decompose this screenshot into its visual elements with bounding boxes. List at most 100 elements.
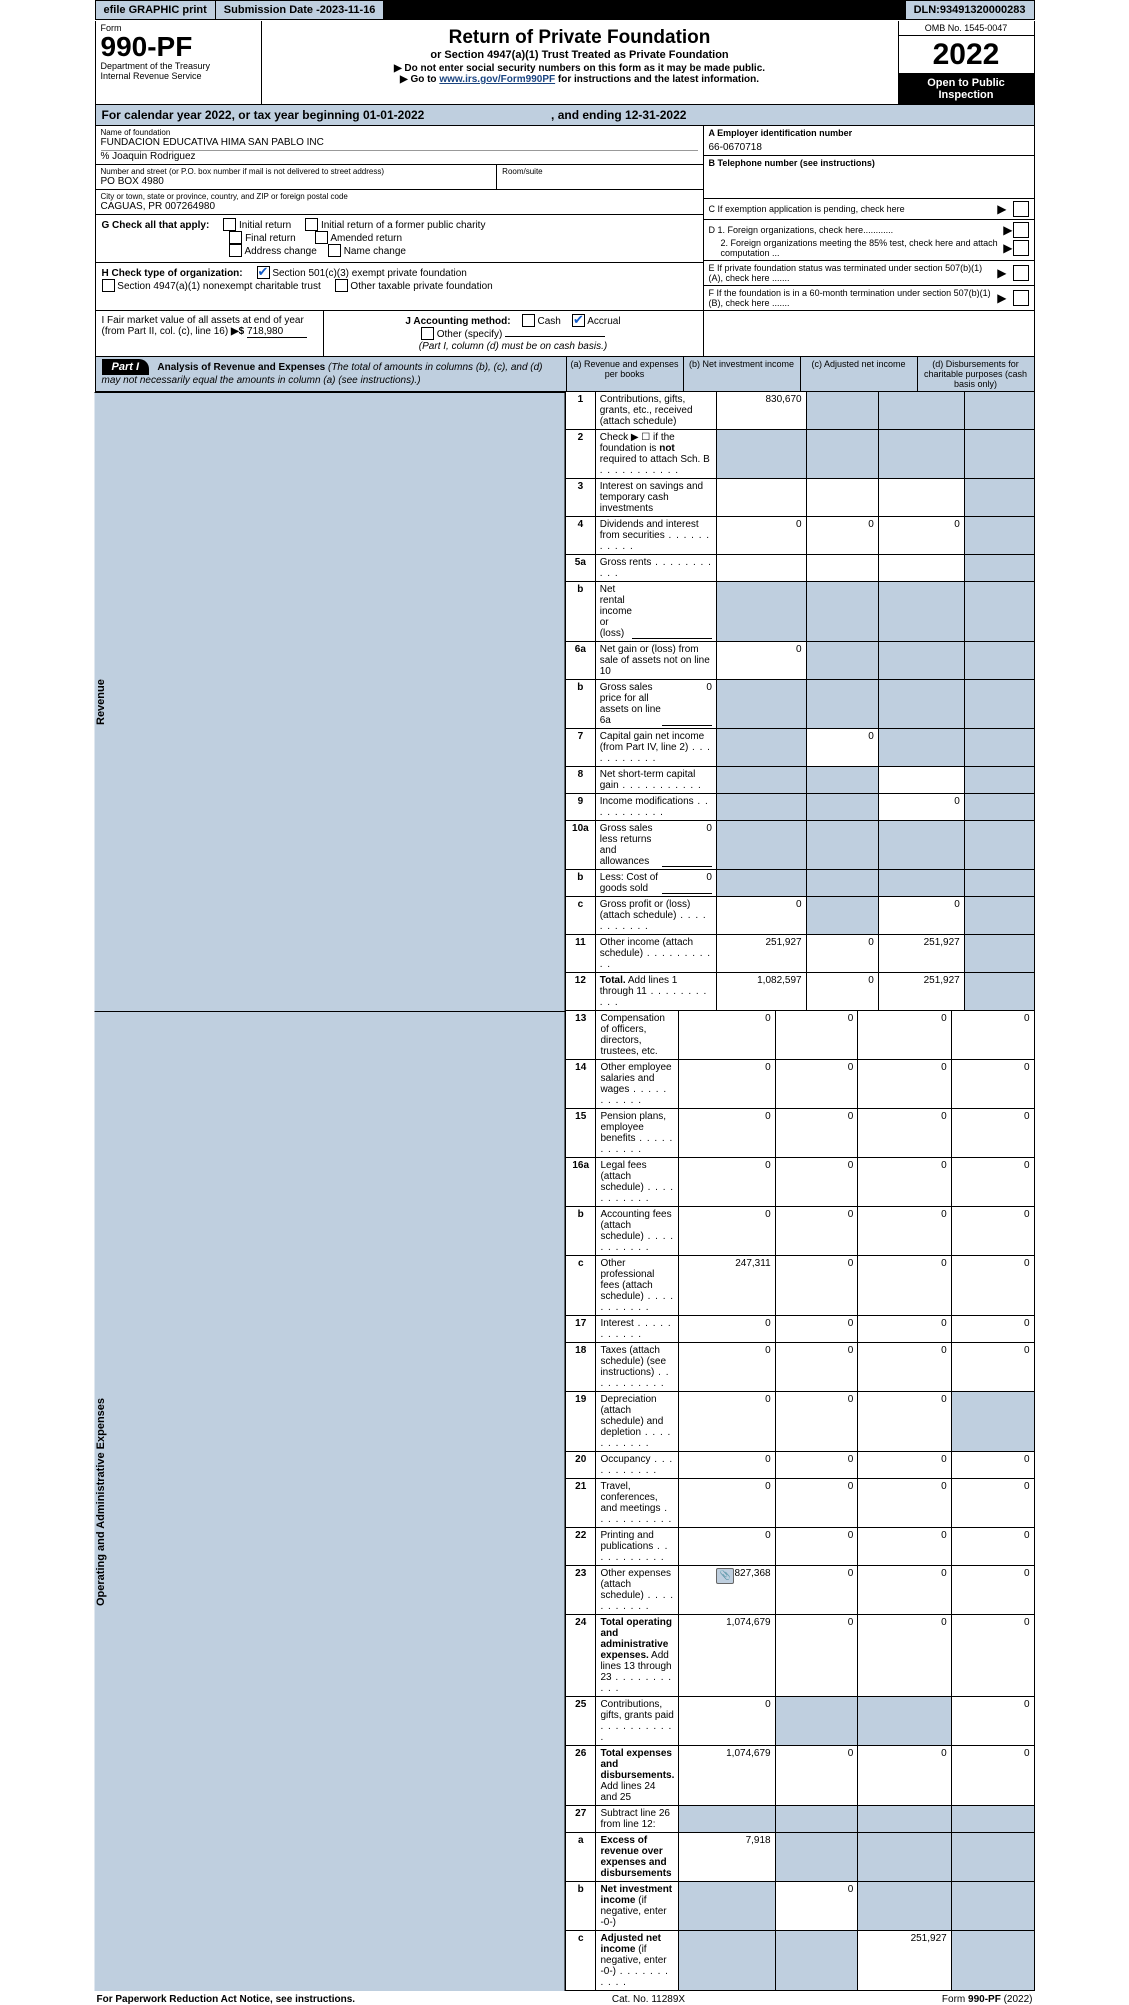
cell-b: 0 [775,1343,858,1392]
cb-final-return[interactable] [229,231,242,244]
cell-a: 0 [679,1479,775,1528]
cell-c [858,1833,951,1882]
cell-b: 0 [775,1528,858,1566]
cb-accrual[interactable] [572,314,585,327]
cb-501c3[interactable] [257,266,270,279]
form-header: Form 990-PF Department of the Treasury I… [95,21,1035,105]
row-label: Adjusted net income (if negative, enter … [596,1931,679,1991]
cell-b: 0 [775,1452,858,1479]
row-label: Other employee salaries and wages [596,1060,679,1109]
i-value: 718,980 [247,326,307,338]
row-label: Net investment income (if negative, ente… [596,1882,679,1931]
cell-c: 0 [858,1615,951,1697]
irs-label: Internal Revenue Service [101,71,256,81]
table-row: 24Total operating and administrative exp… [566,1615,1035,1697]
expenses-side-label: Operating and Administrative Expenses [95,1011,566,1991]
table-row: 26Total expenses and disbursements. Add … [566,1746,1035,1806]
row-label: Gross sales price for all assets on line… [595,680,716,729]
table-row: 27Subtract line 26 from line 12: [566,1806,1035,1833]
row-label: Net short-term capital gain [595,767,716,794]
cell-a [716,821,806,870]
cell-b: 0 [775,1109,858,1158]
cb-address-change[interactable] [229,244,242,257]
form-title: Return of Private Foundation [270,27,890,49]
arrow-icon-d2: ▶ [1003,241,1012,255]
table-row: 14Other employee salaries and wages0000 [566,1060,1035,1109]
city-label: City or town, state or province, country… [101,192,698,201]
arrow-icon-d1: ▶ [1003,223,1012,237]
ein-cell: A Employer identification number 66-0670… [704,126,1034,156]
form-link[interactable]: www.irs.gov/Form990PF [439,74,555,85]
row-label: Gross rents [595,555,716,582]
cell-c [878,729,964,767]
e-checkbox[interactable] [1013,265,1029,281]
cell-a: 0 [679,1528,775,1566]
cell-d [964,794,1034,821]
cell-d [964,729,1034,767]
i-arrow: ▶$ [231,326,244,337]
g-opt-4: Address change [245,246,317,257]
f-checkbox[interactable] [1013,290,1029,306]
cell-d [951,1392,1034,1452]
cell-b: 0 [775,1392,858,1452]
row-num: 16a [566,1158,596,1207]
f-cell: F If the foundation is in a 60-month ter… [704,286,1034,310]
table-row: bGross sales price for all assets on lin… [566,680,1035,729]
row-num: b [566,582,596,642]
row-num: 27 [566,1806,596,1833]
cb-name-change[interactable] [328,244,341,257]
goto-prefix: ▶ Go to [400,74,439,85]
row-num: 21 [566,1479,596,1528]
cell-d [964,870,1034,897]
table-row: 25Contributions, gifts, grants paid00 [566,1697,1035,1746]
cb-initial-former[interactable] [305,218,318,231]
cell-a: 830,670 [716,392,806,430]
footer-left: For Paperwork Reduction Act Notice, see … [97,1994,356,2005]
table-row: 8Net short-term capital gain [566,767,1035,794]
dln-box: DLN: 93491320000283 [906,1,1034,19]
row-num: 17 [566,1316,596,1343]
table-row: bAccounting fees (attach schedule)0000 [566,1207,1035,1256]
revenue-section: Revenue 1Contributions, gifts, grants, e… [95,392,1035,1011]
cell-d: 0 [951,1615,1034,1697]
h-opt-2: Section 4947(a)(1) nonexempt charitable … [117,281,320,292]
row-num: 13 [566,1011,596,1060]
cell-d [964,642,1034,680]
row-label: Travel, conferences, and meetings [596,1479,679,1528]
cell-b: 0 [775,1011,858,1060]
foundation-name-cell: Name of foundation FUNDACION EDUCATIVA H… [96,126,703,165]
j-label: J Accounting method: [405,316,510,327]
cell-c: 0 [878,897,964,935]
city-cell: City or town, state or province, country… [96,190,703,215]
cb-initial-return[interactable] [223,218,236,231]
c-checkbox[interactable] [1013,201,1029,217]
cell-b [806,870,878,897]
cell-b [775,1697,858,1746]
cb-amended-return[interactable] [315,231,328,244]
footer-mid: Cat. No. 11289X [612,1994,685,2005]
cell-c: 0 [858,1479,951,1528]
row-num: 22 [566,1528,596,1566]
table-row: 10aGross sales less returns and allowanc… [566,821,1035,870]
cell-b: 0 [775,1256,858,1316]
efile-button[interactable]: efile GRAPHIC print [96,1,216,19]
form-number: 990-PF [101,33,256,61]
row-num: 11 [566,935,596,973]
row-num: 20 [566,1452,596,1479]
cell-c: 251,927 [878,935,964,973]
g-label: G Check all that apply: [102,220,210,231]
attachment-icon[interactable]: 📎 [716,1568,734,1584]
cell-a [716,870,806,897]
cb-other[interactable] [421,327,434,340]
cell-a: 0 [716,642,806,680]
cb-4947[interactable] [102,279,115,292]
cell-c: 0 [858,1452,951,1479]
g-opt-3: Amended return [330,233,402,244]
cell-d: 0 [951,1528,1034,1566]
d2-checkbox[interactable] [1013,240,1029,256]
cb-other-taxable[interactable] [335,279,348,292]
d1-checkbox[interactable] [1013,222,1029,238]
cell-b: 0 [806,935,878,973]
cb-cash[interactable] [522,314,535,327]
f-right-spacer [704,311,1034,356]
